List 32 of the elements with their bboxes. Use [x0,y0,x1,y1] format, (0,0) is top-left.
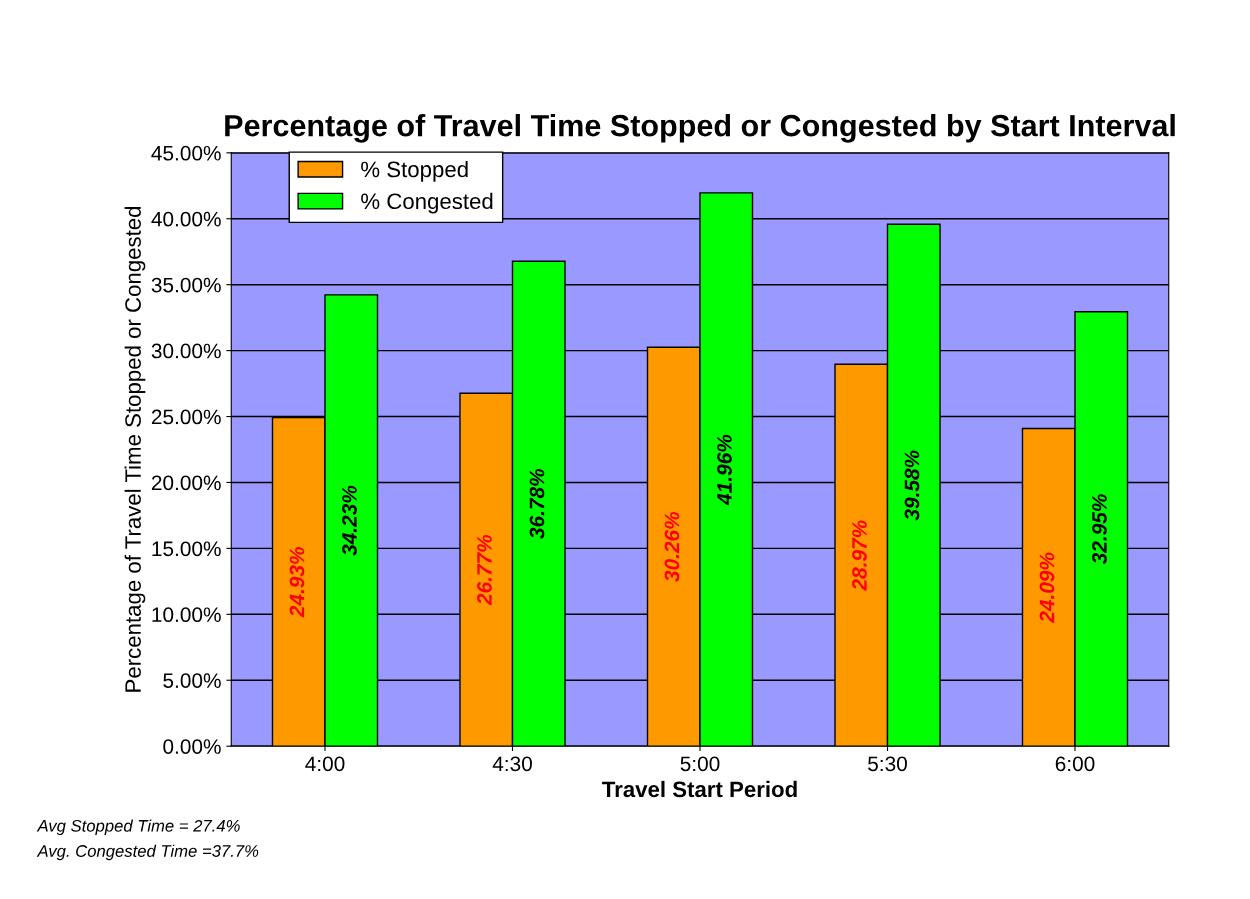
data-label: 36.78% [529,468,545,539]
y-tick-label: 20.00% [151,475,221,491]
y-tick-label: 30.00% [151,343,221,359]
y-tick-label: 45.00% [151,145,221,161]
data-label: 24.09% [1039,552,1055,624]
y-tick-label: 0.00% [163,739,221,754]
text: Avg. Congested Time =37.7% [36,844,259,861]
y-tick-label: 10.00% [152,607,221,623]
y-axis-title: Percentage of Travel Time Stopped or Congested [124,206,146,692]
x-tick-label: 6:00 [1055,756,1095,772]
data-label: 30.26% [664,511,680,582]
legend-label: % Congested [361,192,493,214]
y-tick-label: 5.00% [163,673,221,688]
y-tick-label: 15.00% [152,541,221,557]
legend-label: % Stopped [361,160,468,182]
data-label: 24.93% [289,547,305,618]
data-label: 26.77% [477,534,492,606]
y-tick-label: 35.00% [151,277,221,293]
text: Avg Stopped Time = 27.4% [36,819,240,836]
y-tick-label: 40.00% [151,211,221,227]
data-label: 32.95% [1092,494,1107,565]
chart-title: Percentage of Travel Time Stopped or Congested by Start Interval [225,114,1175,143]
y-tick-label: 25.00% [151,409,221,425]
x-tick-label: 4:30 [492,756,532,772]
x-tick-label: 5:30 [868,756,907,772]
x-tick-label: 4:00 [305,756,345,772]
data-label: 41.96% [717,434,732,506]
data-label: 39.58% [904,450,920,521]
x-axis-title: Travel Start Period [602,780,797,798]
x-tick-label: 5:00 [680,756,720,772]
data-label: 34.23% [342,485,357,556]
data-label: 28.97% [852,520,867,591]
